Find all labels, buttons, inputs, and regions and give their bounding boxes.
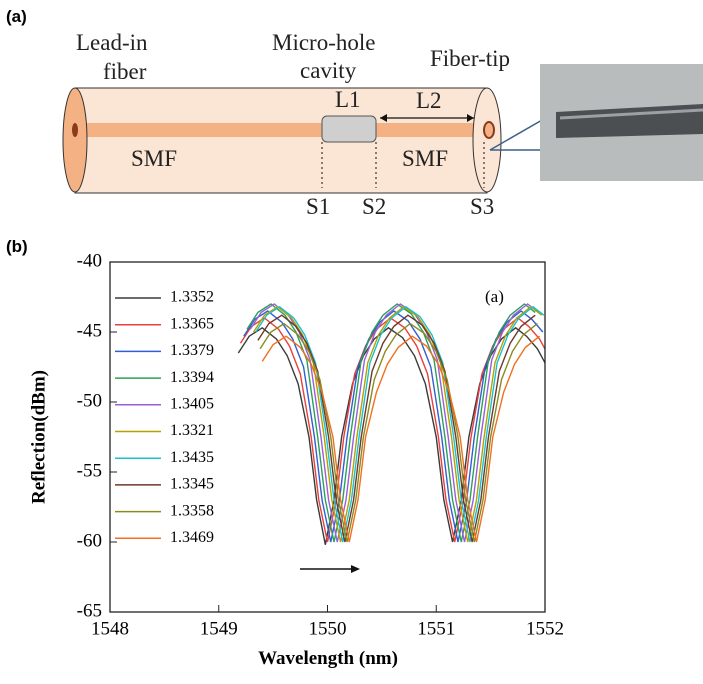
legend-label: 1.3394 <box>170 369 214 386</box>
y-tick-label: -55 <box>77 460 102 481</box>
label: Lead-in <box>76 30 148 55</box>
annotation: (a) <box>485 287 504 306</box>
core-dot <box>72 123 78 137</box>
label: SMF <box>131 146 177 171</box>
label: fiber <box>103 59 147 84</box>
y-tick-label: -60 <box>77 530 102 551</box>
x-tick-label: 1550 <box>309 618 347 639</box>
fiber-end <box>62 87 88 193</box>
label: Micro-hole <box>272 30 375 55</box>
label: S1 <box>306 194 330 219</box>
x-tick-label: 1549 <box>200 618 238 639</box>
label: cavity <box>300 58 357 83</box>
legend-label: 1.3469 <box>170 529 214 546</box>
legend-label: 1.3321 <box>170 422 214 439</box>
legend-label: 1.3358 <box>170 502 214 519</box>
label: S3 <box>470 194 494 219</box>
y-tick-label: -50 <box>77 390 102 411</box>
series-line <box>237 326 545 545</box>
x-axis-title: Wavelength (nm) <box>258 648 398 669</box>
label: Fiber-tip <box>430 46 510 71</box>
legend-label: 1.3435 <box>170 449 214 466</box>
photo-highlight <box>559 108 703 120</box>
fiber-tip-end <box>472 87 502 193</box>
y-tick-label: -45 <box>77 320 102 341</box>
x-tick-label: 1551 <box>417 618 455 639</box>
series-line <box>255 305 545 543</box>
shift-arrow <box>300 565 360 573</box>
fiber-body <box>74 87 488 194</box>
plot-area <box>237 303 545 545</box>
label: S2 <box>362 194 386 219</box>
cavity <box>321 115 377 143</box>
series-line <box>261 335 540 543</box>
legend-label: 1.3352 <box>170 289 214 306</box>
legend-label: 1.3365 <box>170 315 214 332</box>
core-dot <box>483 121 495 139</box>
x-tick-label: 1552 <box>526 618 564 639</box>
legend-label: 1.3379 <box>170 342 214 359</box>
series-line <box>246 303 536 543</box>
panel-label: (b) <box>6 237 28 256</box>
x-tick-label: 1548 <box>91 618 129 639</box>
y-tick-label: -65 <box>77 600 102 621</box>
series-line <box>257 314 536 543</box>
series-line <box>259 322 538 543</box>
fiber-core <box>75 123 487 137</box>
y-tick-label: -40 <box>77 250 102 271</box>
label: L1 <box>335 87 361 112</box>
label: L2 <box>416 88 442 113</box>
legend-label: 1.3345 <box>170 476 214 493</box>
y-axis-title: Reflection(dBm) <box>28 370 49 504</box>
panel-label: (a) <box>6 7 27 26</box>
label: SMF <box>402 146 448 171</box>
fiber-diagram: Lead-in fiber Micro-hole cavity L1 Fiber… <box>62 30 703 219</box>
legend-label: 1.3405 <box>170 395 214 412</box>
arrow-head <box>351 565 360 573</box>
